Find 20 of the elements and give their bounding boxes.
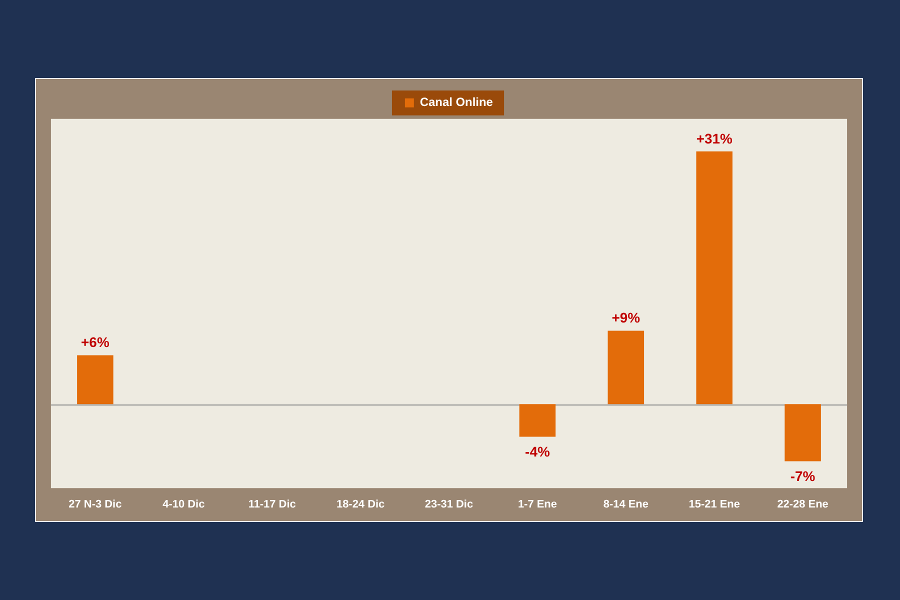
bar <box>608 330 644 404</box>
x-tick-label: 18-24 Dic <box>336 498 385 511</box>
x-tick-label: 23-31 Dic <box>424 498 474 511</box>
x-tick-label: 27 N-3 Dic <box>68 498 122 511</box>
x-tick-label: 22-28 Ene <box>777 498 828 511</box>
bar <box>77 355 114 404</box>
data-label: +6% <box>81 334 110 350</box>
x-tick-label: 4-10 Dic <box>162 498 205 511</box>
data-label: -4% <box>525 444 550 460</box>
x-tick-label: 1-7 Ene <box>518 498 557 511</box>
x-tick-label: 11-17 Dic <box>248 498 296 511</box>
data-label: +31% <box>696 130 733 146</box>
bar <box>784 404 821 462</box>
legend-label: Canal Online <box>420 95 494 110</box>
data-label: +9% <box>612 310 641 326</box>
bar <box>519 404 556 437</box>
x-tick-label: 15-21 Ene <box>688 498 740 511</box>
x-tick-label: 8-14 Ene <box>603 498 648 511</box>
data-label: -7% <box>790 468 816 484</box>
bar <box>696 151 732 404</box>
